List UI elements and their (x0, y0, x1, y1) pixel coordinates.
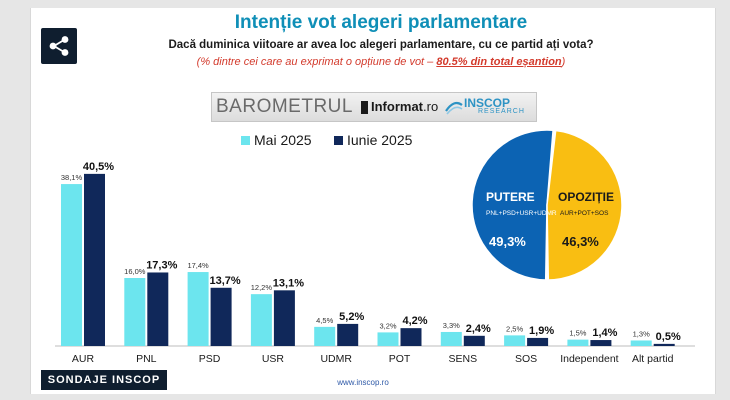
footer-url[interactable]: www.inscop.ro (337, 378, 389, 387)
bar-mai-pot (377, 332, 399, 346)
value-label-mai: 2,5% (506, 324, 523, 333)
value-label-iunie: 13,7% (209, 275, 240, 287)
pie-chart: PUTERE PNL+PSD+USR+UDMR 49,3% OPOZIȚIE AUR+P… (471, 129, 623, 281)
bar-iunie-udmr (337, 323, 359, 346)
value-label-iunie: 17,3% (146, 259, 177, 271)
value-label-mai: 16,0% (124, 267, 146, 276)
bar-mai-independent (567, 339, 589, 346)
value-label-iunie: 5,2% (339, 311, 364, 323)
category-label: POT (389, 353, 411, 365)
note-prefix: (% dintre cei care au exprimat o opțiune… (196, 56, 437, 68)
bar-iunie-sens (463, 335, 485, 346)
note-suffix: ) (561, 56, 566, 68)
value-label-mai: 3,2% (379, 321, 396, 330)
barometer-label: BAROMETRUL (216, 96, 353, 117)
value-label-iunie: 0,5% (656, 331, 681, 343)
bar-mai-alt-partid (630, 340, 652, 346)
category-label: SOS (515, 353, 537, 365)
informat-name: Informat (371, 99, 423, 114)
bar-mai-pnl (124, 278, 146, 346)
share-icon (49, 36, 69, 56)
value-label-iunie: 40,5% (83, 161, 114, 173)
pie-members-putere: PNL+PSD+USR+UDMR (486, 210, 557, 217)
value-label-mai: 4,5% (316, 316, 333, 325)
value-label-iunie: 4,2% (402, 315, 427, 327)
value-label-mai: 17,4% (187, 261, 209, 270)
category-label: AUR (72, 353, 95, 365)
bar-iunie-psd (210, 287, 232, 346)
category-label: Alt partid (632, 353, 674, 365)
chart-legend: Mai 2025 Iunie 2025 (241, 132, 413, 148)
bar-iunie-alt-partid (653, 343, 675, 346)
pie-label-putere: PUTERE (486, 190, 535, 204)
value-label-mai: 38,1% (61, 173, 83, 182)
inscop-research-label: RESEARCH (478, 108, 525, 115)
legend-swatch-0 (241, 136, 250, 145)
value-label-iunie: 13,1% (273, 277, 304, 289)
value-label-mai: 12,2% (251, 283, 273, 292)
bar-mai-usr (250, 294, 272, 346)
bar-iunie-pot (400, 328, 422, 346)
pie-label-opozitie: OPOZIȚIE (558, 190, 614, 204)
chart-subtitle: Dacă duminica viitoare ar avea loc alege… (168, 39, 594, 51)
share-button[interactable] (41, 28, 77, 64)
chart-title: Intenție vot alegeri parlamentare (234, 12, 528, 33)
bar-iunie-aur (84, 173, 105, 346)
bar-chart: 38,1%40,5% AUR 16,0%17,3% PNL 17,4%13,7% PSD 1… (55, 161, 695, 365)
informat-logo: Informat.ro (371, 99, 438, 114)
note-highlight: 80.5% din total eșantion (436, 56, 562, 68)
inscop-logo: INSCOP (464, 96, 511, 110)
category-label: PSD (199, 353, 221, 365)
legend-label-0: Mai 2025 (254, 132, 312, 148)
value-label-mai: 3,3% (443, 321, 460, 330)
pie-slice-opozitie (546, 129, 623, 281)
bar-iunie-pnl (147, 272, 169, 346)
bar-iunie-sos (527, 337, 549, 346)
bar-iunie-usr (273, 290, 295, 346)
bar-mai-udmr (314, 326, 336, 346)
brand-bar: BAROMETRUL Informat.ro INSCOP RESEARCH (211, 92, 537, 122)
pie-value-opozitie: 46,3% (562, 234, 599, 249)
bar-mai-aur (61, 184, 82, 346)
sample-note: (% dintre cei care au exprimat o opțiune… (91, 56, 671, 68)
bar-mai-sos (504, 335, 526, 346)
pie-slice-putere (471, 129, 554, 281)
value-label-iunie: 1,4% (592, 327, 617, 339)
legend-swatch-1 (334, 136, 343, 145)
bar-iunie-independent (590, 340, 612, 346)
pie-members-opozitie: AUR+POT+SOS (560, 210, 609, 217)
legend-label-1: Iunie 2025 (347, 132, 413, 148)
footer-label: SONDAJE INSCOP (41, 370, 167, 390)
value-label-mai: 1,3% (633, 329, 650, 338)
value-label-iunie: 2,4% (466, 323, 491, 335)
inscop-logo-icon (445, 101, 463, 115)
category-label: SENS (449, 353, 478, 365)
chart-area: Mai 2025 Iunie 2025 38,1%40,5%AUR16,0%17,… (55, 129, 695, 365)
pie-value-putere: 49,3% (489, 234, 526, 249)
category-label: Independent (560, 353, 618, 365)
value-label-iunie: 1,9% (529, 325, 554, 337)
category-label: UDMR (320, 353, 352, 365)
bar-mai-psd (187, 272, 209, 346)
category-label: PNL (136, 353, 157, 365)
value-label-mai: 1,5% (569, 329, 586, 338)
bar-mai-sens (440, 331, 462, 346)
infographic-frame: Intenție vot alegeri parlamentare Dacă d… (30, 8, 716, 394)
informat-logo-icon (361, 101, 368, 114)
category-label: USR (262, 353, 285, 365)
informat-suffix: .ro (423, 99, 439, 114)
